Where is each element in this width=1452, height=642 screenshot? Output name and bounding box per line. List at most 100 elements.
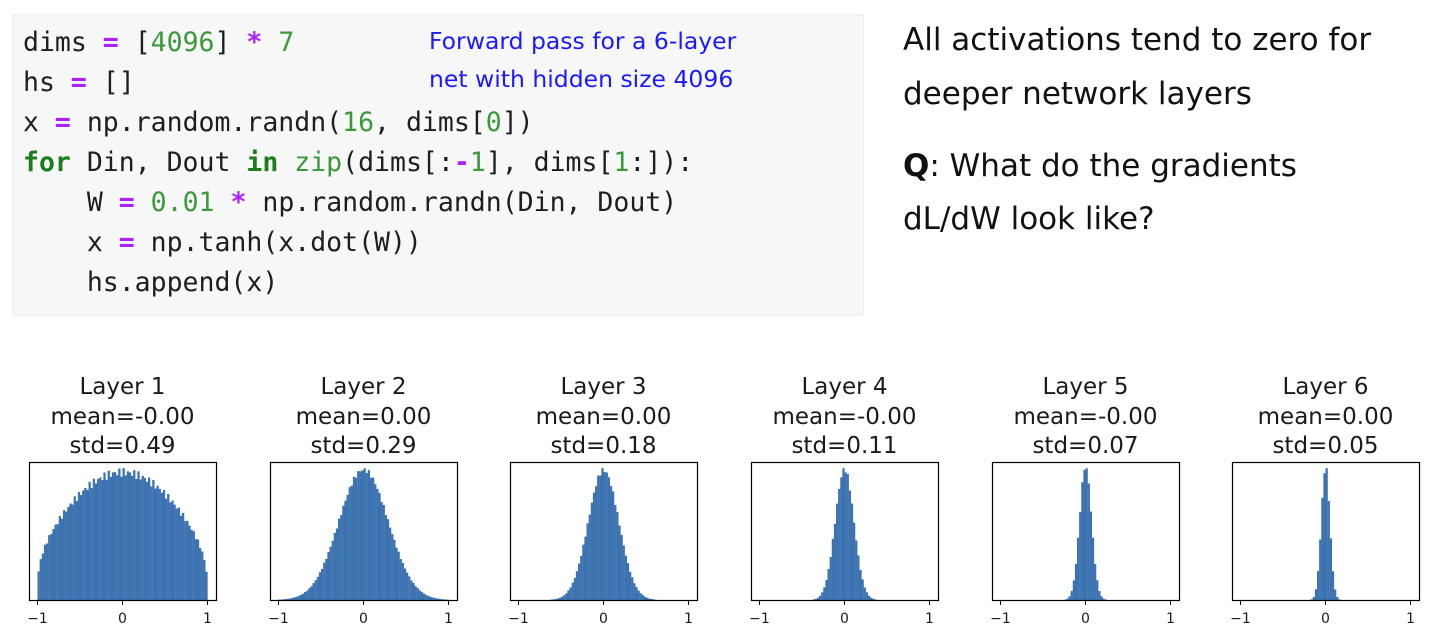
question-line-1: Q: What do the gradients — [903, 148, 1297, 184]
histogram-bar — [590, 502, 594, 600]
code-token: = — [102, 27, 119, 58]
histogram-bar — [116, 475, 119, 600]
histogram-bar — [622, 545, 625, 600]
histogram-bar — [1081, 482, 1084, 600]
histogram-bar — [39, 559, 42, 600]
code-token: np.random.randn(Din, Dout) — [246, 187, 678, 218]
histogram-bar — [609, 486, 613, 600]
observation-line-2: deeper network layers — [903, 76, 1252, 112]
histogram-bar — [612, 491, 615, 600]
histogram-bar — [321, 568, 324, 600]
histogram-bar — [1070, 590, 1073, 600]
x-tick-label: 1 — [444, 611, 453, 627]
code-token: :]): — [629, 147, 694, 178]
histogram-bar — [1319, 539, 1322, 600]
histogram-bar — [825, 579, 828, 600]
histogram-bar — [73, 496, 76, 600]
histogram-bar — [382, 504, 385, 600]
panel-std: std=0.29 — [310, 433, 416, 459]
histogram-bar — [97, 478, 100, 600]
histogram-bar — [395, 547, 398, 600]
histogram-bar — [629, 571, 632, 600]
histogram-bar — [582, 544, 585, 600]
histogram-bar — [71, 504, 74, 600]
code-token: x — [23, 227, 119, 258]
histogram-bar — [855, 540, 858, 600]
observation-line-1: All activations tend to zero for — [903, 22, 1372, 58]
histogram-bar — [60, 518, 64, 600]
histogram-bar — [607, 477, 611, 600]
panel-title: Layer 1 — [79, 374, 165, 400]
histogram-bar — [626, 563, 630, 600]
histogram-bar — [1085, 468, 1088, 600]
histogram-bar — [299, 594, 303, 600]
histogram-bar — [352, 476, 356, 600]
histogram-bar — [128, 472, 132, 600]
panel-std: std=0.18 — [550, 433, 656, 459]
histogram-bar — [196, 539, 200, 600]
histogram-bar — [58, 516, 62, 600]
histogram-bar — [280, 599, 283, 600]
histogram-bar — [414, 586, 417, 600]
panel-mean: mean=0.00 — [536, 404, 672, 430]
histogram-bar — [380, 502, 383, 600]
code-token: dims — [23, 27, 103, 58]
histogram-bar — [586, 523, 589, 600]
histogram-bar — [289, 598, 292, 600]
histogram-bar — [1323, 473, 1326, 600]
histogram-bar — [639, 593, 642, 600]
histogram-bar — [838, 488, 841, 600]
histogram-bar — [1072, 580, 1076, 600]
histogram-bar — [829, 556, 832, 600]
histogram-bar — [1310, 599, 1313, 600]
histogram-bar — [1074, 563, 1078, 600]
histogram-bar — [190, 530, 193, 600]
histogram-bar — [444, 599, 447, 600]
x-tick-label: −1 — [990, 611, 1011, 627]
histogram-bar — [306, 590, 309, 600]
histogram-bar — [850, 503, 854, 600]
histogram-bar — [67, 506, 70, 600]
panel-title: Layer 3 — [560, 374, 646, 400]
question-label: Q — [903, 148, 930, 184]
histogram-bar — [75, 500, 79, 600]
histogram-bar — [148, 477, 151, 600]
histogram-bar — [173, 504, 176, 600]
histogram-bar — [333, 532, 337, 600]
code-token: ]) — [501, 107, 534, 138]
histogram-bar — [1087, 483, 1090, 600]
histogram-bar — [650, 599, 653, 600]
histogram-bar — [65, 511, 68, 600]
histogram-bar — [397, 551, 400, 600]
code-line-2: hs = [] — [23, 63, 135, 103]
histogram-bar — [282, 599, 286, 600]
histogram-bar — [331, 540, 334, 600]
histogram-bar — [201, 551, 204, 600]
histogram-bar — [367, 470, 371, 600]
code-token: * — [230, 187, 247, 218]
code-token: 1 — [613, 147, 630, 178]
histogram-bar — [431, 597, 434, 600]
code-token: = — [70, 67, 87, 98]
histogram-bar — [177, 507, 181, 600]
code-line-3: x = np.random.randn(16, dims[0]) — [23, 103, 534, 143]
histogram-bar — [573, 577, 577, 600]
histogram-bar — [150, 486, 153, 600]
histogram-bar — [165, 498, 168, 600]
histogram-bar — [823, 587, 826, 600]
histogram-bar — [833, 523, 837, 600]
histogram-bar — [599, 475, 602, 600]
code-token: Din, Dout — [70, 147, 247, 178]
code-block: dims = [4096] * 7 hs = [] x = np.random.… — [12, 14, 864, 316]
histogram-bar — [614, 504, 617, 600]
histogram-bar — [1329, 538, 1333, 600]
histogram-bar — [376, 488, 379, 600]
histogram-bar — [82, 490, 85, 600]
code-token: 0.01 — [150, 187, 215, 218]
histogram-bar — [327, 552, 330, 600]
x-tick-label: 1 — [925, 611, 934, 627]
histogram-bar — [350, 485, 354, 600]
code-token: zip — [294, 147, 343, 178]
histogram-bar — [848, 490, 852, 600]
histogram-bar — [124, 475, 127, 600]
